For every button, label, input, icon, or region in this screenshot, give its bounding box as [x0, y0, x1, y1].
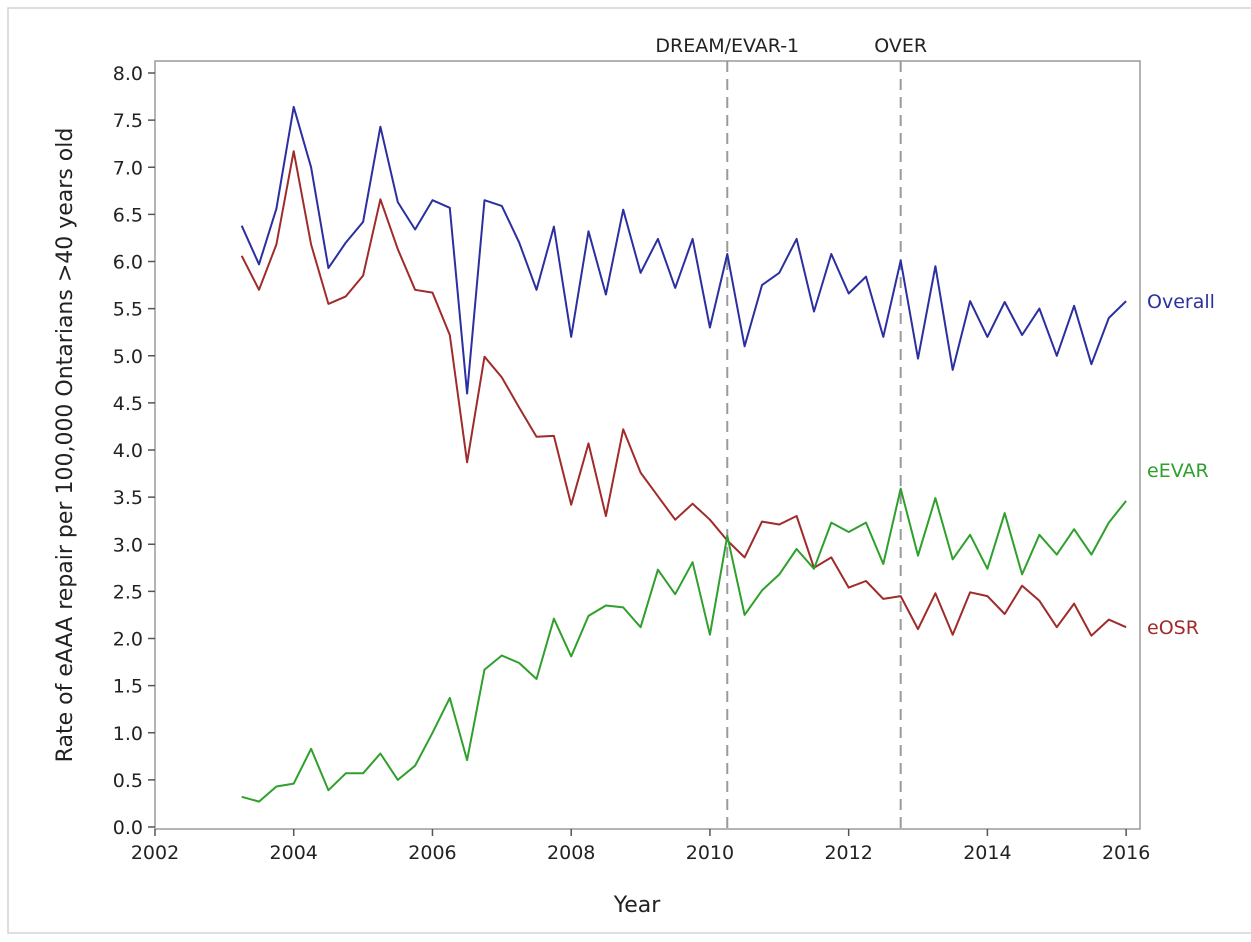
reference-lines: DREAM/EVAR-1 OVER	[655, 35, 927, 829]
series-labels: Overall eOSR eEVAR	[1147, 291, 1215, 639]
x-axis: 2002 2004 2006 2008 2010 2012 2014 2016	[131, 829, 1150, 864]
y-tick-label: 8.0	[113, 63, 143, 85]
y-axis: 0.0 0.5 1.0 1.5 2.0 2.5 3.0 3.5 4.0 4.5 5.0 5.5 6.0 6…	[113, 63, 155, 839]
x-tick-label: 2002	[131, 842, 179, 864]
x-tick-label: 2016	[1102, 842, 1150, 864]
series-line-eosr	[240, 150, 1127, 637]
y-tick-label: 5.0	[113, 346, 143, 368]
y-tick-label: 1.5	[113, 676, 143, 698]
y-tick-label: 7.0	[113, 157, 143, 179]
series-lines	[240, 105, 1127, 803]
reference-line-label: DREAM/EVAR-1	[655, 35, 799, 57]
x-tick-label: 2004	[270, 842, 318, 864]
series-line-eevar	[241, 487, 1127, 803]
x-tick-label: 2012	[824, 842, 872, 864]
x-tick-label: 2006	[408, 842, 456, 864]
y-tick-label: 4.0	[113, 440, 143, 462]
x-tick-label: 2008	[547, 842, 595, 864]
y-tick-label: 3.5	[113, 487, 143, 509]
series-line-overall	[240, 105, 1127, 395]
y-tick-label: 5.5	[113, 299, 143, 321]
x-tick-label: 2014	[963, 842, 1011, 864]
y-tick-label: 7.5	[113, 110, 143, 132]
y-tick-label: 2.0	[113, 629, 143, 651]
y-tick-label: 0.0	[113, 817, 143, 839]
x-tick-label: 2010	[686, 842, 734, 864]
series-label-overall: Overall	[1147, 291, 1215, 313]
x-axis-title: Year	[613, 893, 662, 918]
y-tick-label: 2.5	[113, 581, 143, 603]
y-tick-label: 0.5	[113, 770, 143, 792]
y-tick-label: 6.0	[113, 252, 143, 274]
reference-line-label: OVER	[874, 35, 927, 57]
plot-area-frame	[154, 60, 1141, 830]
series-label-eevar: eEVAR	[1147, 460, 1209, 482]
y-tick-label: 6.5	[113, 204, 143, 226]
y-tick-label: 3.0	[113, 534, 143, 556]
y-tick-label: 4.5	[113, 393, 143, 415]
y-axis-title: Rate of eAAA repair per 100,000 Ontarian…	[53, 128, 78, 763]
figure-border	[7, 7, 1251, 934]
y-tick-label: 1.0	[113, 723, 143, 745]
series-label-eosr: eOSR	[1147, 617, 1199, 639]
